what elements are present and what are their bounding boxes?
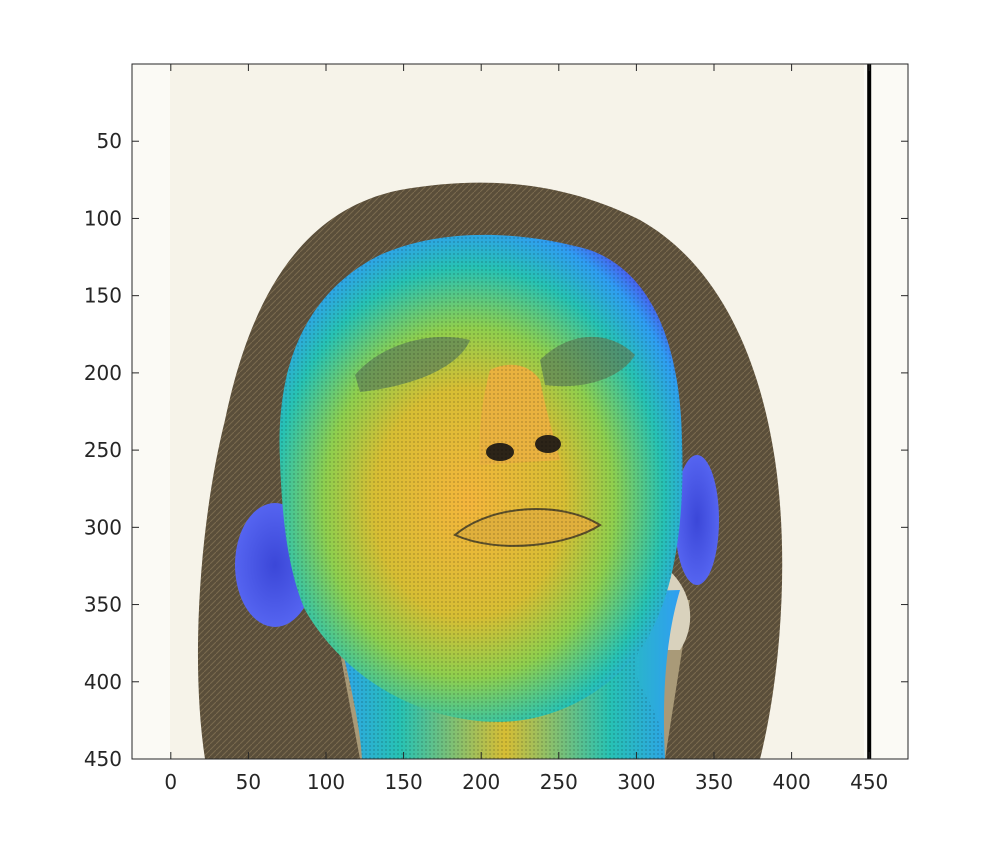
x-tick-label: 300 [617,770,655,794]
y-tick-label: 300 [84,515,122,539]
x-tick-label: 400 [773,770,811,794]
mesh-dots [279,234,683,759]
x-tick-label: 150 [385,770,423,794]
y-tick-label: 200 [84,361,122,385]
axes-frame [131,63,909,760]
x-tick-label: 350 [695,770,733,794]
y-tick-label: 250 [84,438,122,462]
y-tick-label: 150 [84,284,122,308]
y-tick-label: 450 [84,747,122,771]
y-tick-label: 400 [84,670,122,694]
y-axis: 50 100 150 200 250 300 350 400 450 [84,129,908,771]
x-tick-label: 50 [236,770,261,794]
x-axis: 0 50 100 150 200 250 300 350 400 450 [164,64,888,794]
x-tick-label: 250 [540,770,578,794]
y-tick-label: 50 [97,129,122,153]
x-tick-label: 450 [850,770,888,794]
y-tick-label: 350 [84,593,122,617]
x-tick-label: 100 [307,770,345,794]
y-tick-label: 100 [84,206,122,230]
x-tick-label: 200 [462,770,500,794]
plot-area [132,64,908,759]
x-tick-label: 0 [164,770,177,794]
right-ear [675,455,719,585]
